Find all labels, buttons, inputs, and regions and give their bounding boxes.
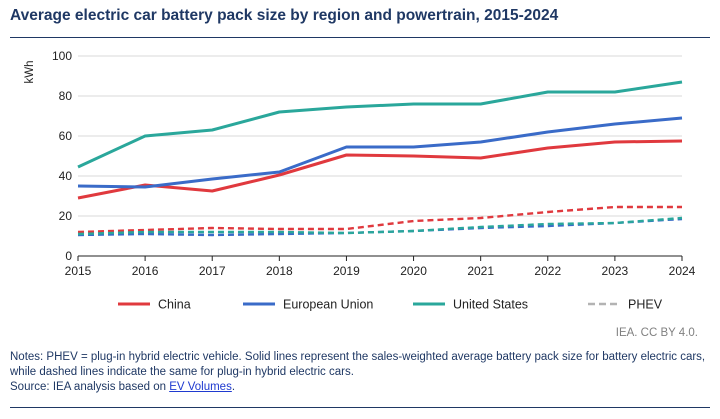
axes: 0 20 40 60 80 100 2015 2016 2017 2018 2019 2020 2021… [24, 49, 696, 278]
x-tick-label: 2023 [602, 264, 629, 278]
x-tick-label: 2019 [333, 264, 360, 278]
source-prefix: Source: IEA analysis based on [10, 381, 170, 393]
source-suffix: . [231, 381, 236, 393]
x-tick-label: 2015 [65, 264, 92, 278]
y-tick-label: 80 [59, 89, 73, 103]
source-line: Source: IEA analysis based on EV Volumes… [10, 380, 710, 395]
series-line-united-states-bev [77, 80, 683, 169]
grid-lines [78, 55, 682, 217]
y-tick-label: 100 [52, 49, 72, 63]
legend-label: PHEV [628, 298, 663, 312]
y-tick-label: 60 [59, 129, 73, 143]
footer-divider [10, 407, 710, 408]
series-line-united-states-phev [77, 216, 683, 236]
notes-text: Notes: PHEV = plug-in hybrid electric ve… [10, 351, 706, 378]
series-line-european-union-bev [77, 116, 683, 189]
battery-pack-line-chart: 0 20 40 60 80 100 2015 2016 2017 2018 2019 2020 2021… [24, 49, 696, 312]
y-tick-label: 40 [59, 169, 73, 183]
legend-label: European Union [283, 298, 373, 312]
series-lines [77, 80, 683, 237]
x-tick-label: 2020 [400, 264, 427, 278]
legend-label: China [158, 298, 191, 312]
y-tick-label: 0 [65, 249, 72, 263]
chart-title: Average electric car battery pack size b… [10, 7, 559, 24]
x-tick-label: 2018 [266, 264, 293, 278]
license-credit: IEA. CC BY 4.0. [615, 327, 698, 339]
series-line-china-phev [77, 205, 682, 234]
x-tick-label: 2022 [534, 264, 561, 278]
x-tick-label: 2016 [132, 264, 159, 278]
ev-volumes-link[interactable]: EV Volumes [169, 381, 232, 393]
legend: China European Union United States PHEV [118, 298, 663, 312]
x-tick-label: 2021 [467, 264, 494, 278]
y-tick-label: 20 [59, 209, 73, 223]
series-line-china-bev [77, 139, 683, 200]
x-tick-label: 2024 [669, 264, 696, 278]
title-divider [10, 37, 710, 38]
chart-notes: Notes: PHEV = plug-in hybrid electric ve… [10, 350, 710, 395]
y-axis-label: kWh [24, 61, 36, 84]
x-tick-label: 2017 [199, 264, 226, 278]
legend-label: United States [453, 298, 528, 312]
